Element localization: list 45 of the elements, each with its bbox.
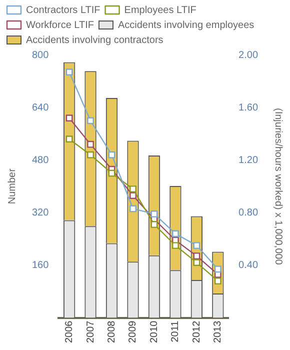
y-tick-label: 800 [32,50,50,61]
point [66,68,73,76]
point [214,278,222,284]
legend-label: Workforce LTIF [26,20,94,31]
x-tick-label: 2008 [106,320,118,344]
y2-tick-label: 1.20 [238,154,258,166]
point [66,114,73,122]
point [172,242,179,249]
point [87,117,94,124]
point [108,170,116,177]
point [130,192,136,199]
point [193,252,200,260]
point [150,210,158,218]
point [130,186,136,192]
y2-axis-title: (Injuries/hours worked) x 1,000,000 [272,108,284,266]
y-axis-title: Number [6,168,18,204]
point [150,221,158,228]
point [130,205,136,212]
x-tick-label: 2006 [64,320,76,344]
legend-label: Employees LTIF [124,4,196,16]
x-tick-label: 2007 [85,320,96,344]
y-tick-label: 480 [32,154,50,166]
y2-tick-label: 0.40 [238,260,258,271]
legend-label: Accidents involving contractors [26,34,164,46]
point [193,259,200,266]
x-tick-label: 2010 [148,320,160,344]
x-tick-label: 2011 [170,320,182,342]
point [193,242,200,249]
point [66,136,73,143]
point [108,151,116,158]
point [172,230,179,238]
y2-tick-label: 2.00 [238,50,258,61]
legend-label: Accidents involving employees [118,20,254,31]
y2-tick-label: 1.60 [238,102,258,114]
y-tick-label: 640 [32,102,50,114]
point [87,140,94,148]
legend-label: Contractors LTIF [26,4,100,16]
y-tick-label: 160 [32,260,50,271]
x-tick-label: 2012 [191,320,202,344]
point [87,151,94,158]
point [214,266,222,273]
x-tick-label: 2013 [212,320,224,344]
y2-tick-label: 0.80 [238,207,258,218]
x-tick-label: 2009 [128,320,139,344]
y-tick-label: 320 [32,207,50,218]
